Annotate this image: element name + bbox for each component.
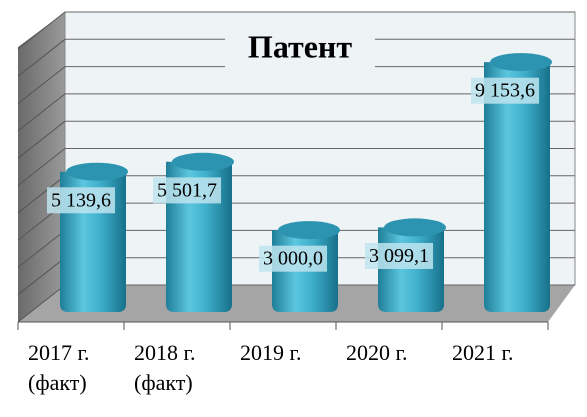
bar-cap [278, 221, 340, 240]
data-label-bg [365, 242, 433, 269]
x-tick-label: 2019 г. [240, 340, 302, 365]
side-grid-line [17, 120, 66, 159]
data-label: 9 153,6 [475, 80, 535, 102]
x-tick-label: 2021 г. [452, 340, 514, 365]
side-grid-line [17, 38, 66, 77]
chart: 5 139,6 5 501,7 3 000,0 3 099,1 9 153,6 Пате… [17, 11, 576, 330]
data-label: 3 000,0 [263, 248, 323, 270]
data-label-bg [471, 77, 539, 104]
side-grid-line [17, 66, 66, 104]
bar-cap [66, 162, 128, 181]
x-tick-label: 2017 г. (факт) [28, 340, 90, 395]
side-grid-line [17, 175, 66, 214]
x-tick-label: 2020 г. [346, 340, 408, 365]
bar [60, 162, 128, 312]
side-grid-line [17, 11, 66, 50]
data-label: 3 099,1 [369, 245, 429, 267]
bar-body [378, 227, 444, 312]
side-grid-line [17, 230, 66, 268]
side-grid-line [17, 284, 66, 323]
side-grid-line [17, 148, 66, 186]
data-label: 5 139,6 [51, 189, 111, 211]
data-label: 5 501,7 [157, 179, 217, 201]
bar-cap [384, 218, 446, 237]
bar-cap [490, 53, 552, 72]
bar [166, 152, 234, 312]
chart-title: Патент [248, 28, 352, 64]
bar-cap [172, 152, 234, 171]
side-grid-line [17, 257, 66, 296]
data-label-bg [259, 245, 327, 272]
bar-body [484, 62, 550, 312]
side-grid-line [17, 93, 66, 132]
data-label-bg [153, 177, 221, 204]
x-tick-label: 2018 г. (факт) [134, 340, 196, 395]
data-label-bg [47, 187, 115, 214]
bar [484, 53, 552, 312]
title-bg [225, 28, 375, 72]
